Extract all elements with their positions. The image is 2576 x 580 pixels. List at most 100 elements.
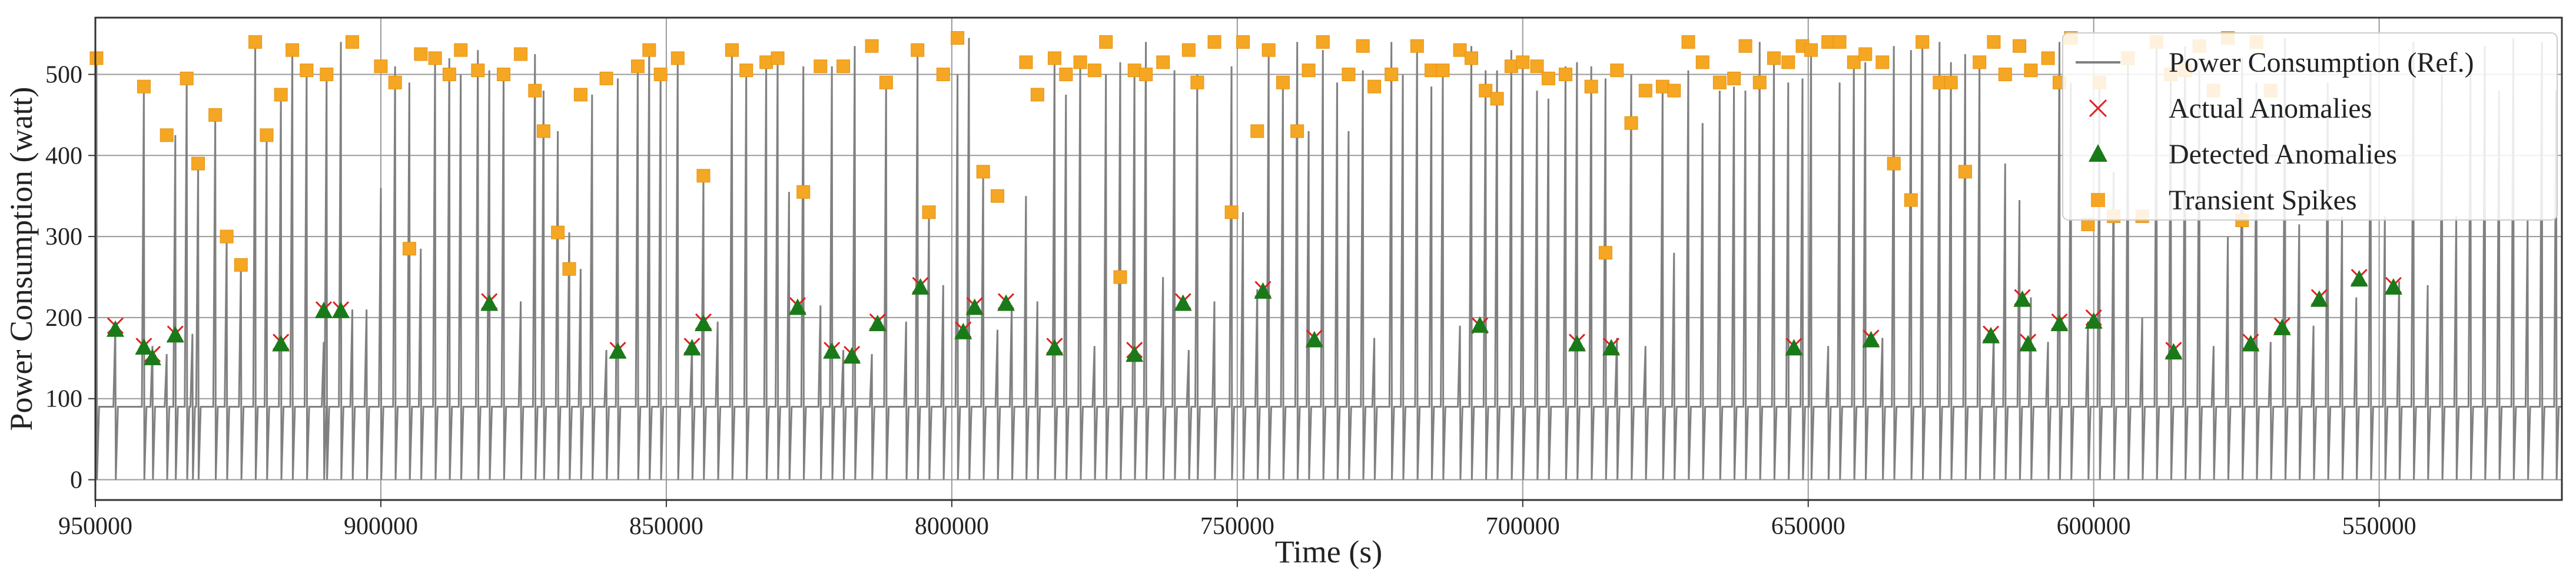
transient-spike-point [1752, 75, 1767, 89]
detected-anomaly-point [2013, 290, 2031, 307]
y-tick-label: 500 [45, 61, 82, 88]
transient-spike-point [1127, 64, 1141, 78]
plot-frame [94, 16, 2563, 501]
transient-spike-point [402, 242, 416, 256]
transient-spike-point [562, 262, 576, 276]
detected-anomaly-point [135, 338, 153, 355]
transient-spike-point [1958, 165, 1972, 179]
detected-anomaly-point [1174, 294, 1192, 311]
transient-spike-point [796, 185, 811, 199]
transient-spike-point [1464, 51, 1478, 65]
y-axis-title: Power Consumption (watt) [4, 87, 39, 431]
transient-spike-point [1933, 75, 1947, 89]
transient-spike-point [1356, 39, 1370, 53]
transient-spike-point [759, 55, 774, 69]
transient-spike-point [922, 205, 936, 219]
detected-anomalies-markers [106, 270, 2402, 365]
detected-anomaly-point [2084, 312, 2103, 329]
transient-spike-point [865, 39, 879, 53]
transient-spike-point [670, 51, 685, 65]
transient-spike-point [496, 67, 510, 81]
y-tick-label: 0 [70, 467, 82, 494]
detected-anomaly-point [1602, 339, 1621, 356]
transient-spike-point [1490, 92, 1504, 106]
transient-spike-point [2041, 51, 2055, 65]
legend-label: Power Consumption (Ref.) [2169, 47, 2474, 78]
transient-spike-point [1316, 35, 1330, 49]
legend-label: Detected Anomalies [2169, 139, 2397, 170]
transient-spike-point [1584, 79, 1598, 94]
transient-spike-point [1624, 116, 1638, 130]
transient-spike-point [879, 75, 893, 89]
transient-spike-point [1541, 71, 1555, 85]
transient-spike-point [990, 189, 1004, 203]
transient-spike-point [1638, 84, 1652, 98]
transient-spike-point [630, 59, 645, 74]
transient-spike-point [1099, 35, 1113, 49]
transient-spike-point [1667, 84, 1681, 98]
transient-spike-point [1453, 43, 1467, 57]
detected-anomaly-point [823, 342, 841, 359]
legend-label: Transient Spikes [2169, 185, 2357, 216]
transient-spike-point [1113, 270, 1127, 284]
transient-spike-point [1904, 193, 1918, 207]
detected-anomaly-point [1305, 331, 1323, 348]
transient-spike-point [573, 88, 587, 102]
x-tick-label: 900000 [344, 513, 418, 540]
transient-spike-point [1610, 64, 1624, 78]
x-tick-label: 700000 [1486, 513, 1560, 540]
x-axis-title: Time (s) [1275, 534, 1383, 569]
detected-anomaly-point [965, 298, 984, 315]
detected-anomaly-point [1862, 331, 1880, 348]
transient-spike-point [836, 59, 851, 74]
y-tick-label: 400 [45, 142, 82, 169]
transient-spike-point [89, 51, 104, 65]
transient-spike-point [1224, 205, 1239, 219]
transient-spike-point [536, 124, 550, 138]
legend-box [2062, 32, 2558, 221]
transient-spike-point [1530, 59, 1544, 74]
transient-spike-point [1727, 71, 1741, 85]
transient-spike-point [1276, 75, 1290, 89]
detected-anomaly-point [272, 335, 290, 352]
detected-anomaly-point [694, 314, 712, 331]
transient-spike-point [374, 59, 388, 74]
transient-spike-point [1655, 79, 1669, 94]
power-line-path [94, 38, 2562, 480]
detected-anomaly-point [2384, 278, 2402, 295]
x-tick-label: 950000 [58, 513, 132, 540]
detected-anomaly-point [2050, 314, 2069, 331]
x-tick-label: 750000 [1200, 513, 1274, 540]
detected-anomaly-point [1471, 316, 1489, 333]
transient-spike-point [220, 229, 234, 244]
detected-anomaly-point [1254, 282, 1272, 299]
detected-anomaly-point [954, 322, 972, 339]
transient-spike-point [1030, 88, 1044, 102]
detected-anomaly-point [2242, 335, 2260, 352]
transient-spike-point [1598, 246, 1612, 260]
transient-spike-point [274, 88, 288, 102]
transient-spike-point [1516, 55, 1530, 69]
transient-spike-point [1250, 124, 1264, 138]
transient-spike-point [442, 67, 456, 81]
detected-anomaly-point [143, 348, 161, 365]
detected-anomaly-point [2350, 270, 2368, 287]
transient-spike-point [2024, 64, 2038, 78]
legend: Power Consumption (Ref.) Actual Anomalies… [2062, 32, 2558, 221]
transient-spike-point [1712, 75, 1727, 89]
detected-anomaly-point [1045, 339, 1064, 356]
transient-spike-point [1139, 67, 1153, 81]
detected-anomaly-point [1568, 335, 1586, 352]
transient-spike-point [1695, 55, 1709, 69]
transient-spike-point [1479, 84, 1493, 98]
detected-anomaly-point [2310, 290, 2328, 307]
transient-spike-point [696, 169, 711, 183]
detected-anomaly-point [480, 294, 499, 311]
transient-spike-point [137, 79, 151, 94]
transient-spike-point [248, 35, 263, 49]
detected-anomaly-point [2019, 335, 2037, 352]
transient-spike-point [1181, 43, 1196, 57]
transient-spike-point [1559, 67, 1573, 81]
transient-spike-point [1236, 35, 1250, 49]
